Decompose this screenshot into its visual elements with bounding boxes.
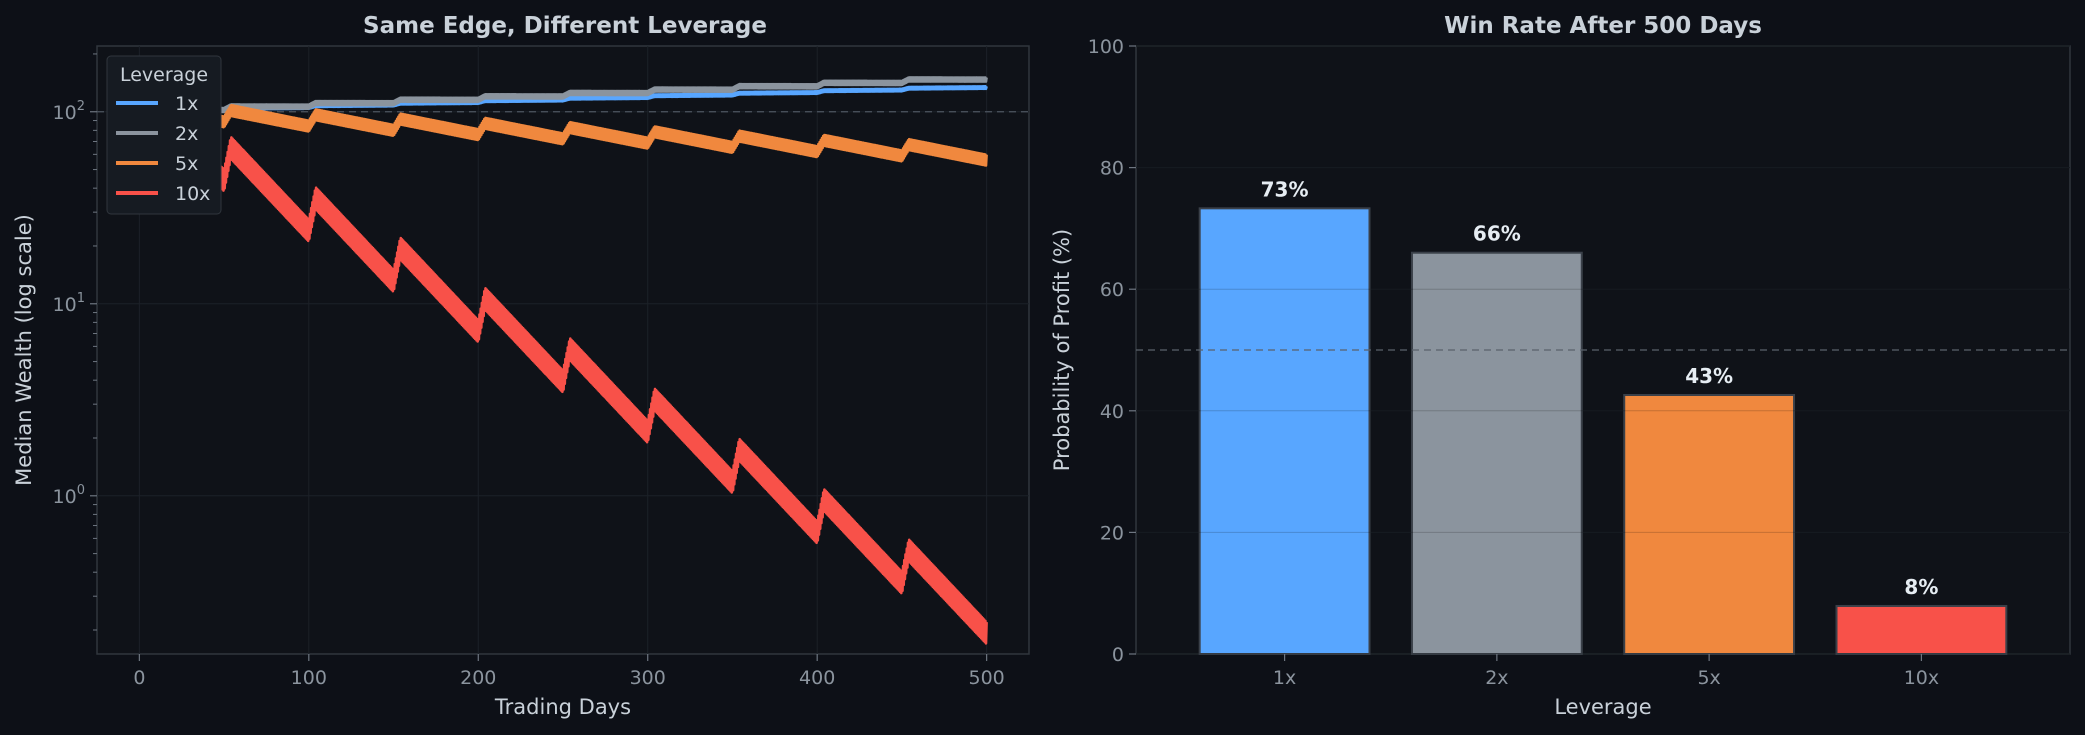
line-chart: Same Edge, Different Leverage 0 100 200 300…	[12, 13, 1030, 719]
bar-1x: 73%	[1198, 177, 1371, 655]
legend-label-2x: 2x	[175, 123, 198, 145]
right-y-tick-label: 40	[1100, 401, 1124, 423]
legend-label-1x: 1x	[175, 93, 198, 115]
bar-value-label-5x: 43%	[1685, 364, 1733, 388]
right-y-tick-label: 60	[1100, 279, 1124, 301]
series-5x	[138, 103, 988, 167]
right-x-tick-label: 5x	[1697, 667, 1720, 689]
bar-10x: 8%	[1835, 575, 2008, 656]
legend-title: Leverage	[120, 64, 208, 86]
right-y-tick-label: 0	[1112, 644, 1124, 666]
right-x-axis-label: Leverage	[1554, 695, 1651, 719]
right-x-tick-label: 10x	[1904, 667, 1939, 689]
bar-chart: Win Rate After 500 Days 73% 66% 43% 8% 0 20 4…	[1050, 13, 2071, 719]
legend-item-5x: 5x	[116, 153, 198, 175]
series-line-5x	[138, 103, 988, 167]
left-x-tick-label: 0	[133, 667, 145, 689]
bar-rect-1x	[1198, 207, 1371, 655]
left-x-tick-label: 500	[969, 667, 1005, 689]
bar-2x: 66%	[1410, 222, 1583, 655]
right-y-tick-label: 100	[1088, 36, 1124, 58]
series-line-10x	[138, 102, 988, 645]
right-x-tick-label: 1x	[1273, 667, 1296, 689]
right-y-tick-label: 20	[1100, 522, 1124, 544]
bar-value-label-10x: 8%	[1904, 575, 1938, 599]
left-x-axis-label: Trading Days	[494, 695, 631, 719]
legend-item-1x: 1x	[116, 93, 198, 115]
bar-value-label-1x: 73%	[1261, 177, 1309, 201]
right-chart-title: Win Rate After 500 Days	[1444, 13, 1762, 39]
left-chart-title: Same Edge, Different Leverage	[363, 13, 767, 39]
left-x-tick-label: 300	[630, 667, 666, 689]
left-x-tick-label: 400	[799, 667, 835, 689]
legend-label-5x: 5x	[175, 153, 198, 175]
right-y-tick-label: 80	[1100, 158, 1124, 180]
left-x-tick-label: 100	[291, 667, 327, 689]
left-y-axis-label: Median Wealth (log scale)	[12, 214, 36, 486]
right-y-axis-label: Probability of Profit (%)	[1050, 229, 1074, 471]
series-10x	[138, 102, 988, 645]
series-2x	[138, 76, 988, 114]
right-x-tick-label: 2x	[1485, 667, 1508, 689]
bar-5x: 43%	[1623, 364, 1796, 655]
bar-rect-5x	[1623, 393, 1796, 655]
left-x-tick-label: 200	[460, 667, 496, 689]
bar-value-label-2x: 66%	[1473, 222, 1521, 246]
series-line-2x	[138, 76, 988, 114]
bar-rect-10x	[1835, 604, 2008, 656]
legend-label-10x: 10x	[175, 183, 210, 205]
bar-rect-2x	[1410, 251, 1583, 655]
legend-item-2x: 2x	[116, 123, 198, 145]
legend: Leverage 1x 2x 5x 10x	[106, 55, 222, 215]
legend-box	[106, 55, 222, 215]
legend-item-10x: 10x	[116, 183, 210, 205]
